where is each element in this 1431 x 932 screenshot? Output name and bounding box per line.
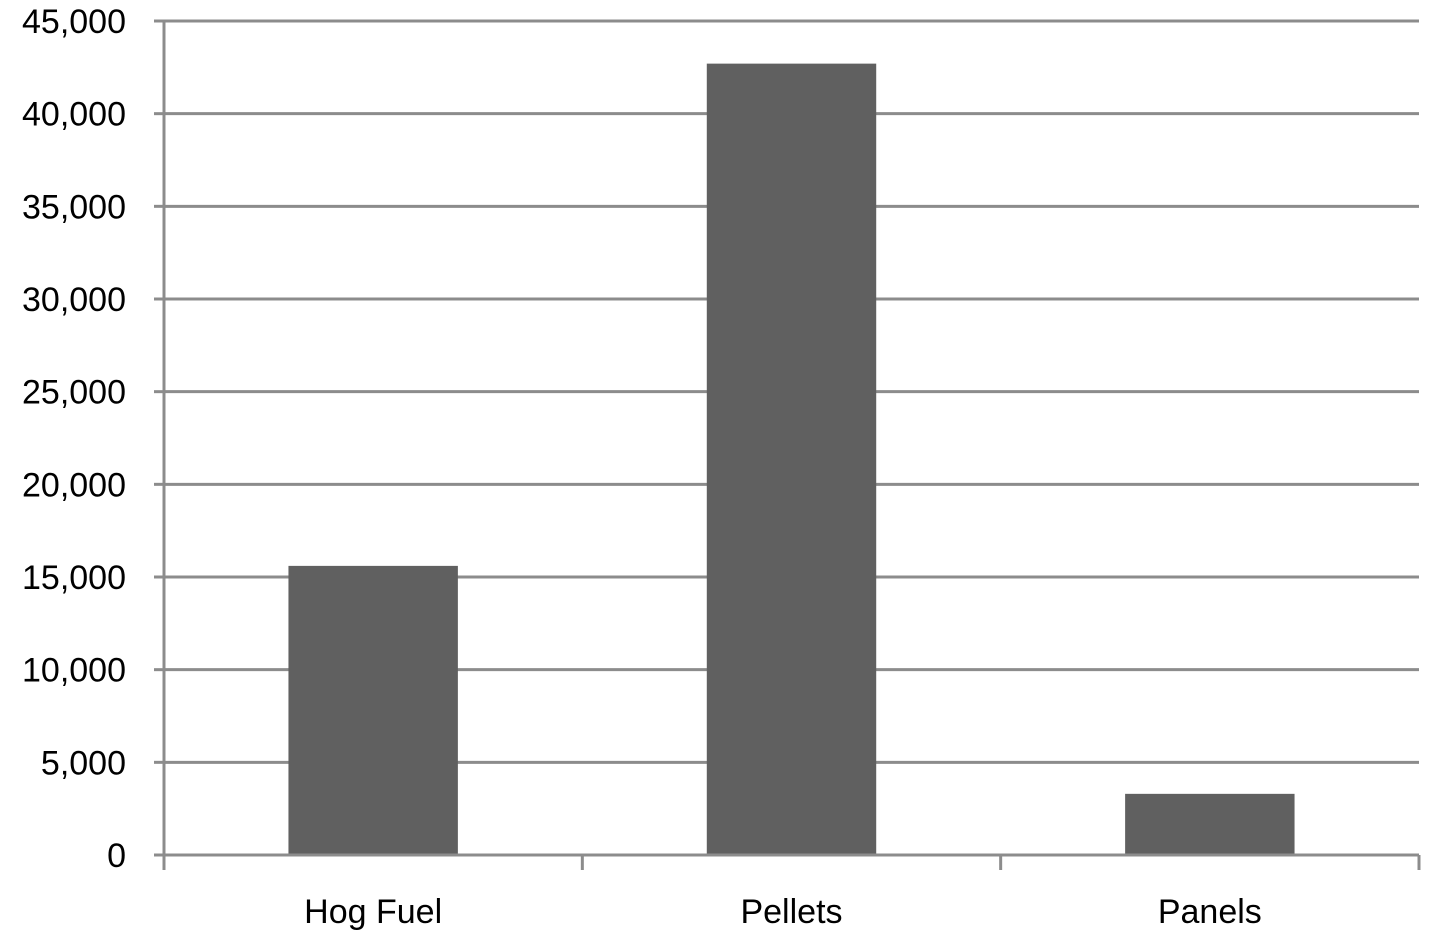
y-tick-label: 30,000 xyxy=(22,281,126,319)
y-tick-label: 20,000 xyxy=(22,466,126,504)
x-tick-label: Pellets xyxy=(740,893,842,931)
y-tick-label: 35,000 xyxy=(22,188,126,226)
x-tick-label: Hog Fuel xyxy=(304,893,442,931)
bars xyxy=(288,63,1295,856)
x-tick-labels: Hog Fuel Pellets Panels xyxy=(304,893,1262,931)
y-tick-label: 5,000 xyxy=(41,744,126,782)
y-tick-label: 45,000 xyxy=(22,3,126,41)
y-tick-label: 0 xyxy=(107,837,126,875)
bar-panels xyxy=(1125,793,1295,855)
bar-pellets xyxy=(706,63,877,856)
y-tick-label: 10,000 xyxy=(22,652,126,690)
y-tick-label: 25,000 xyxy=(22,374,126,412)
axes xyxy=(154,19,1421,870)
y-tick-label: 15,000 xyxy=(22,559,126,597)
x-tick-label: Panels xyxy=(1158,893,1262,931)
y-tick-label: 40,000 xyxy=(22,96,126,134)
y-tick-labels: 0 5,000 10,000 15,000 20,000 25,000 30,000 35,0… xyxy=(22,3,126,875)
bar-hog-fuel xyxy=(288,565,458,855)
